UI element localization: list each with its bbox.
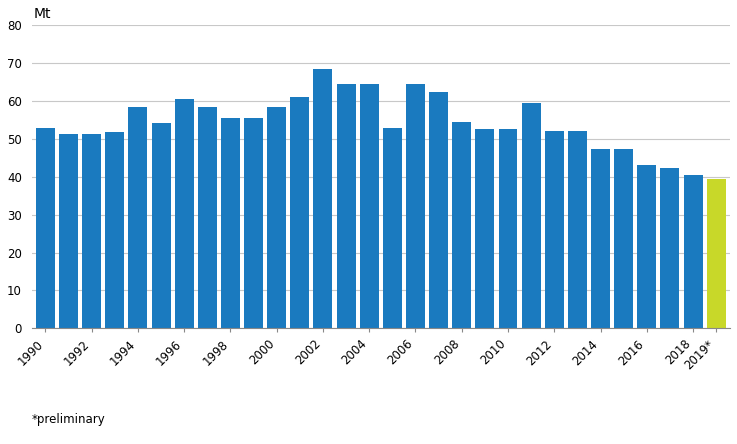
Bar [244,118,263,328]
Bar [591,150,610,328]
Bar [545,131,564,328]
Bar [105,132,125,328]
Bar [429,91,448,328]
Bar [475,129,495,328]
Bar [660,168,680,328]
Bar [614,150,633,328]
Bar [638,166,656,328]
Bar [707,178,726,328]
Bar [498,129,517,328]
Text: Mt: Mt [34,8,52,21]
Bar [290,97,310,328]
Bar [683,175,702,328]
Bar [406,84,425,328]
Bar [152,123,170,328]
Bar [198,107,217,328]
Bar [128,107,147,328]
Bar [59,135,78,328]
Text: *preliminary: *preliminary [32,413,105,426]
Bar [360,84,379,328]
Bar [383,127,402,328]
Bar [568,131,587,328]
Bar [36,127,55,328]
Bar [175,99,194,328]
Bar [83,135,101,328]
Bar [337,84,355,328]
Bar [268,107,286,328]
Bar [221,118,240,328]
Bar [522,103,541,328]
Bar [313,69,332,328]
Bar [453,122,471,328]
